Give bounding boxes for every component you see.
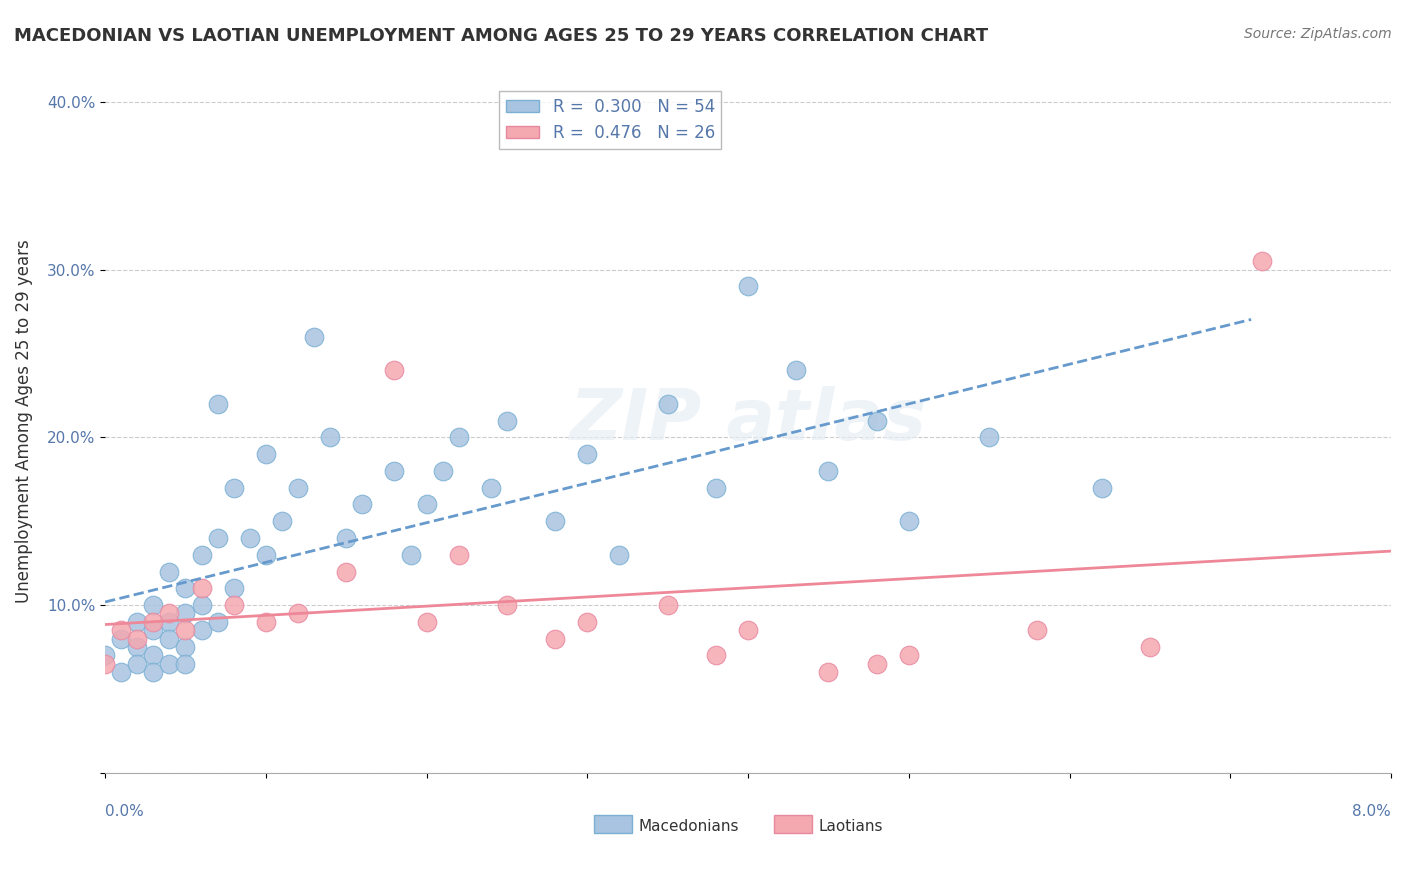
Point — [190, 624, 212, 638]
Point — [384, 464, 406, 478]
Text: 8.0%: 8.0% — [1353, 805, 1391, 820]
Point — [399, 548, 422, 562]
Point — [174, 607, 197, 621]
Point — [544, 514, 567, 528]
Point — [142, 665, 165, 680]
Point — [157, 565, 180, 579]
Point — [609, 548, 631, 562]
Text: Source: ZipAtlas.com: Source: ZipAtlas.com — [1244, 27, 1392, 41]
Text: 0.0%: 0.0% — [105, 805, 143, 820]
Point — [287, 481, 309, 495]
Point — [447, 548, 470, 562]
Text: Laotians: Laotians — [818, 819, 883, 833]
Point — [157, 632, 180, 646]
Text: ZIP atlas: ZIP atlas — [569, 386, 927, 455]
Point — [319, 430, 342, 444]
Point — [127, 632, 149, 646]
Point — [737, 279, 759, 293]
Point — [897, 648, 920, 663]
Point — [271, 514, 294, 528]
Point — [190, 548, 212, 562]
Point — [254, 548, 277, 562]
Point — [576, 615, 599, 629]
Point — [1139, 640, 1161, 654]
Point — [207, 531, 229, 545]
Point — [737, 624, 759, 638]
Point — [384, 363, 406, 377]
Point — [335, 565, 357, 579]
Point — [817, 464, 839, 478]
Point — [110, 624, 132, 638]
Point — [657, 598, 679, 612]
Point — [866, 657, 889, 671]
Point — [866, 414, 889, 428]
Point — [704, 648, 727, 663]
Point — [207, 397, 229, 411]
Point — [94, 648, 117, 663]
Point — [142, 598, 165, 612]
Point — [157, 607, 180, 621]
Point — [142, 624, 165, 638]
Point — [207, 615, 229, 629]
Point — [1091, 481, 1114, 495]
Point — [190, 582, 212, 596]
Point — [110, 665, 132, 680]
Point — [94, 657, 117, 671]
Point — [335, 531, 357, 545]
Point — [157, 657, 180, 671]
Point — [544, 632, 567, 646]
Text: MACEDONIAN VS LAOTIAN UNEMPLOYMENT AMONG AGES 25 TO 29 YEARS CORRELATION CHART: MACEDONIAN VS LAOTIAN UNEMPLOYMENT AMONG… — [14, 27, 988, 45]
Point — [1026, 624, 1049, 638]
Point — [302, 330, 325, 344]
Point — [174, 657, 197, 671]
Point — [174, 640, 197, 654]
Point — [222, 481, 245, 495]
Point — [174, 582, 197, 596]
Point — [415, 498, 437, 512]
Point — [142, 615, 165, 629]
FancyBboxPatch shape — [773, 815, 813, 832]
Point — [479, 481, 502, 495]
Y-axis label: Unemployment Among Ages 25 to 29 years: Unemployment Among Ages 25 to 29 years — [15, 239, 32, 602]
Point — [447, 430, 470, 444]
Point — [415, 615, 437, 629]
Point — [496, 414, 519, 428]
FancyBboxPatch shape — [593, 815, 633, 832]
Point — [157, 615, 180, 629]
Point — [1251, 254, 1274, 268]
Point — [254, 447, 277, 461]
Point — [352, 498, 374, 512]
Point — [979, 430, 1001, 444]
Point — [239, 531, 262, 545]
Point — [576, 447, 599, 461]
Text: Macedonians: Macedonians — [638, 819, 740, 833]
Point — [127, 615, 149, 629]
Point — [817, 665, 839, 680]
Point — [127, 657, 149, 671]
Point — [142, 648, 165, 663]
Point — [657, 397, 679, 411]
Point — [785, 363, 807, 377]
Point — [222, 582, 245, 596]
Point — [704, 481, 727, 495]
Point — [287, 607, 309, 621]
Legend: R =  0.300   N = 54, R =  0.476   N = 26: R = 0.300 N = 54, R = 0.476 N = 26 — [499, 91, 721, 149]
Point — [222, 598, 245, 612]
Point — [174, 624, 197, 638]
Point — [897, 514, 920, 528]
Point — [432, 464, 454, 478]
Point — [190, 598, 212, 612]
Point — [127, 640, 149, 654]
Point — [496, 598, 519, 612]
Point — [254, 615, 277, 629]
Point — [110, 632, 132, 646]
